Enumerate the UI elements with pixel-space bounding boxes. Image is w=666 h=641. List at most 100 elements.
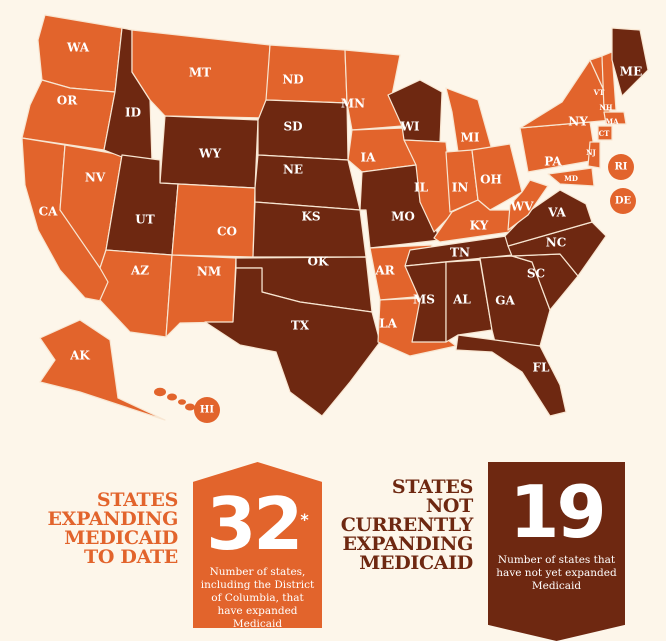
heading-line: MEDICAID xyxy=(359,552,473,574)
state-label: MA xyxy=(605,117,619,126)
state-label: MT xyxy=(189,66,211,80)
state-shape xyxy=(404,261,447,343)
state-ma xyxy=(603,111,627,125)
state-de xyxy=(610,188,636,214)
state-or xyxy=(21,79,116,151)
heading-line: STATES xyxy=(96,489,178,511)
state-marker-circle xyxy=(194,397,220,423)
state-marker-circle xyxy=(610,188,636,214)
state-label: NJ xyxy=(586,148,596,157)
state-label: IN xyxy=(452,181,469,195)
state-label: AR xyxy=(374,264,395,278)
expanding-count: 32 xyxy=(206,482,303,566)
footnote-mark: * xyxy=(300,510,309,529)
state-marker-circle xyxy=(608,154,634,180)
state-label: NY xyxy=(568,115,588,129)
state-shape xyxy=(601,51,617,111)
state-shape xyxy=(433,199,523,243)
heading-line: TO DATE xyxy=(83,546,178,568)
state-nj xyxy=(587,141,601,169)
state-label: WY xyxy=(198,147,221,161)
state-label: PA xyxy=(544,155,562,169)
not-expanding-count: 19 xyxy=(509,470,606,554)
state-label: NM xyxy=(197,265,221,279)
not-expanding-heading: STATES NOT CURRENTLY EXPANDING MEDICAID xyxy=(341,476,474,574)
state-label: MI xyxy=(461,131,480,145)
state-label: OK xyxy=(308,255,329,269)
heading-line: NOT xyxy=(425,495,473,517)
state-label: GA xyxy=(495,294,515,308)
hawaii-island-shape xyxy=(185,403,195,411)
state-shape xyxy=(455,334,567,417)
state-nh xyxy=(601,51,617,111)
state-oh xyxy=(471,143,523,211)
state-label: SC xyxy=(527,267,545,281)
not-expanding-count-badge: 19 Number of states that have not yet ex… xyxy=(488,462,625,641)
state-shape xyxy=(547,167,595,187)
state-label: FL xyxy=(533,361,551,375)
state-tx xyxy=(204,267,381,417)
state-label: CO xyxy=(217,225,237,239)
state-label: TN xyxy=(450,246,470,260)
state-ct xyxy=(597,125,613,141)
state-label: LA xyxy=(379,317,397,331)
heading-line: EXPANDING xyxy=(342,533,474,555)
state-ak xyxy=(39,319,166,421)
state-label: KS xyxy=(301,210,320,224)
state-co xyxy=(171,183,256,258)
state-shape xyxy=(403,139,455,233)
state-label: VA xyxy=(547,206,566,220)
state-label: OR xyxy=(57,94,78,108)
state-ms xyxy=(404,261,447,343)
state-label: MO xyxy=(391,210,415,224)
state-label: MS xyxy=(413,293,435,307)
state-label: UT xyxy=(135,213,154,227)
state-shape xyxy=(471,143,523,211)
state-mn xyxy=(344,49,403,131)
state-label: KY xyxy=(470,219,489,233)
state-label: NC xyxy=(546,236,567,250)
state-label: CA xyxy=(39,205,59,219)
heading-line: MEDICAID xyxy=(64,527,178,549)
state-label: TX xyxy=(291,319,310,333)
state-shape xyxy=(344,49,403,131)
hawaii-island-shape xyxy=(167,393,177,401)
state-shape xyxy=(21,79,116,151)
state-nd xyxy=(265,44,348,104)
state-sd xyxy=(257,99,349,161)
state-shape xyxy=(265,44,348,104)
state-shape xyxy=(611,27,649,97)
state-label: WI xyxy=(399,120,419,134)
state-label: ME xyxy=(620,65,642,79)
state-label: AL xyxy=(452,293,471,307)
state-label: MD xyxy=(564,174,578,183)
state-label: NV xyxy=(85,171,106,185)
state-fl xyxy=(455,334,567,417)
state-label: NE xyxy=(283,163,303,177)
state-ne xyxy=(254,154,361,211)
expanding-description: Number of states, including the District… xyxy=(200,566,315,630)
state-label: DE xyxy=(615,196,632,207)
expanding-heading: STATES EXPANDING MEDICAID TO DATE xyxy=(48,491,179,567)
state-label: SD xyxy=(283,120,302,134)
state-wv xyxy=(507,179,549,231)
state-shape xyxy=(204,267,381,417)
state-shape xyxy=(39,319,166,421)
state-label: AZ xyxy=(130,264,149,278)
state-label: CT xyxy=(599,129,611,138)
state-al xyxy=(445,259,493,343)
state-md xyxy=(547,167,595,187)
heading-line: STATES xyxy=(391,476,473,498)
state-label: ND xyxy=(282,73,303,87)
hawaii-island-shape xyxy=(178,399,186,405)
not-expanding-description: Number of states that have not yet expan… xyxy=(496,554,617,592)
state-label: VT xyxy=(593,88,605,97)
state-label: WA xyxy=(66,41,90,55)
state-shape xyxy=(171,183,256,258)
state-shape xyxy=(507,179,549,231)
state-label: MN xyxy=(341,97,365,111)
state-me xyxy=(611,27,649,97)
heading-line: EXPANDING xyxy=(47,508,179,530)
state-label: HI xyxy=(200,405,214,416)
state-label: IA xyxy=(361,151,377,165)
